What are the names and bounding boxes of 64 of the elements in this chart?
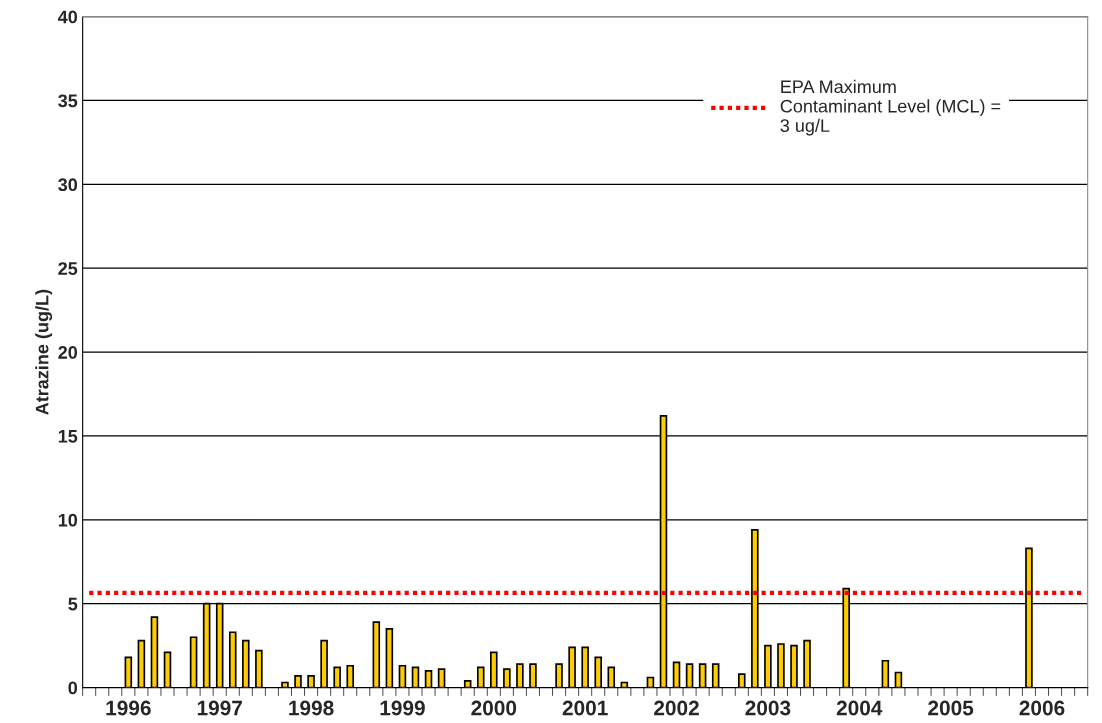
- bar: [398, 664, 407, 688]
- bar: [555, 663, 563, 688]
- y-tick-label: 25: [58, 262, 78, 275]
- bar: [411, 666, 420, 688]
- bar: [385, 628, 394, 688]
- bar: [581, 646, 589, 688]
- bar: [124, 656, 133, 688]
- bar: [607, 666, 616, 688]
- bar: [163, 651, 172, 688]
- bar: [672, 661, 681, 688]
- bar: [320, 639, 328, 688]
- bar: [476, 666, 485, 688]
- bar: [568, 646, 576, 688]
- x-tick-label: 1997: [197, 700, 242, 716]
- x-tick-label: 2005: [928, 700, 974, 716]
- bar: [529, 663, 537, 688]
- bar: [372, 621, 381, 688]
- x-tick-label: 2002: [654, 700, 699, 716]
- y-tick-label: 0: [68, 681, 78, 695]
- bar: [463, 680, 472, 688]
- bar: [281, 681, 289, 688]
- bar: [424, 669, 433, 688]
- x-tick-label: 1999: [380, 700, 425, 716]
- bar: [777, 643, 785, 688]
- bar: [881, 659, 890, 688]
- bar: [333, 666, 341, 688]
- y-tick-label: 30: [58, 178, 78, 192]
- bar: [346, 664, 354, 688]
- bar: [516, 663, 524, 688]
- x-tick-label: 2001: [562, 700, 608, 716]
- x-tick-label: 1996: [106, 700, 151, 716]
- bar: [137, 639, 146, 688]
- x-tick-label: 2000: [471, 700, 517, 716]
- legend-label: EPA Maximum Contaminant Level (MCL) = 3 ug/L: [780, 79, 1001, 136]
- bar: [698, 663, 707, 688]
- y-axis-title: Atrazine (ug/L): [35, 289, 53, 415]
- bar: [490, 651, 498, 688]
- bar: [307, 674, 315, 688]
- bar: [803, 639, 811, 688]
- bar: [594, 656, 602, 688]
- bar: [711, 663, 720, 688]
- y-tick-label: 35: [58, 94, 78, 108]
- bar: [790, 644, 798, 688]
- x-tick-label: 1998: [289, 700, 334, 716]
- y-tick-label: 20: [58, 346, 78, 359]
- bar: [894, 671, 903, 688]
- bar: [150, 616, 159, 688]
- y-tick-label: 5: [68, 597, 78, 611]
- x-tick-label: 2004: [836, 700, 883, 716]
- bar: [189, 636, 198, 688]
- y-tick-label: 40: [57, 10, 78, 24]
- bar: [255, 649, 263, 688]
- bar: [764, 644, 772, 688]
- bar: [242, 639, 250, 688]
- y-tick-label: 10: [58, 513, 78, 527]
- bar: [437, 668, 446, 688]
- bar: [685, 663, 694, 688]
- x-tick-label: 2003: [745, 700, 791, 716]
- y-tick-label: 15: [58, 430, 78, 443]
- bar: [228, 631, 237, 688]
- bar: [294, 674, 302, 688]
- bar: [503, 668, 511, 688]
- x-tick-label: 2006: [1019, 700, 1065, 716]
- bar: [738, 673, 746, 688]
